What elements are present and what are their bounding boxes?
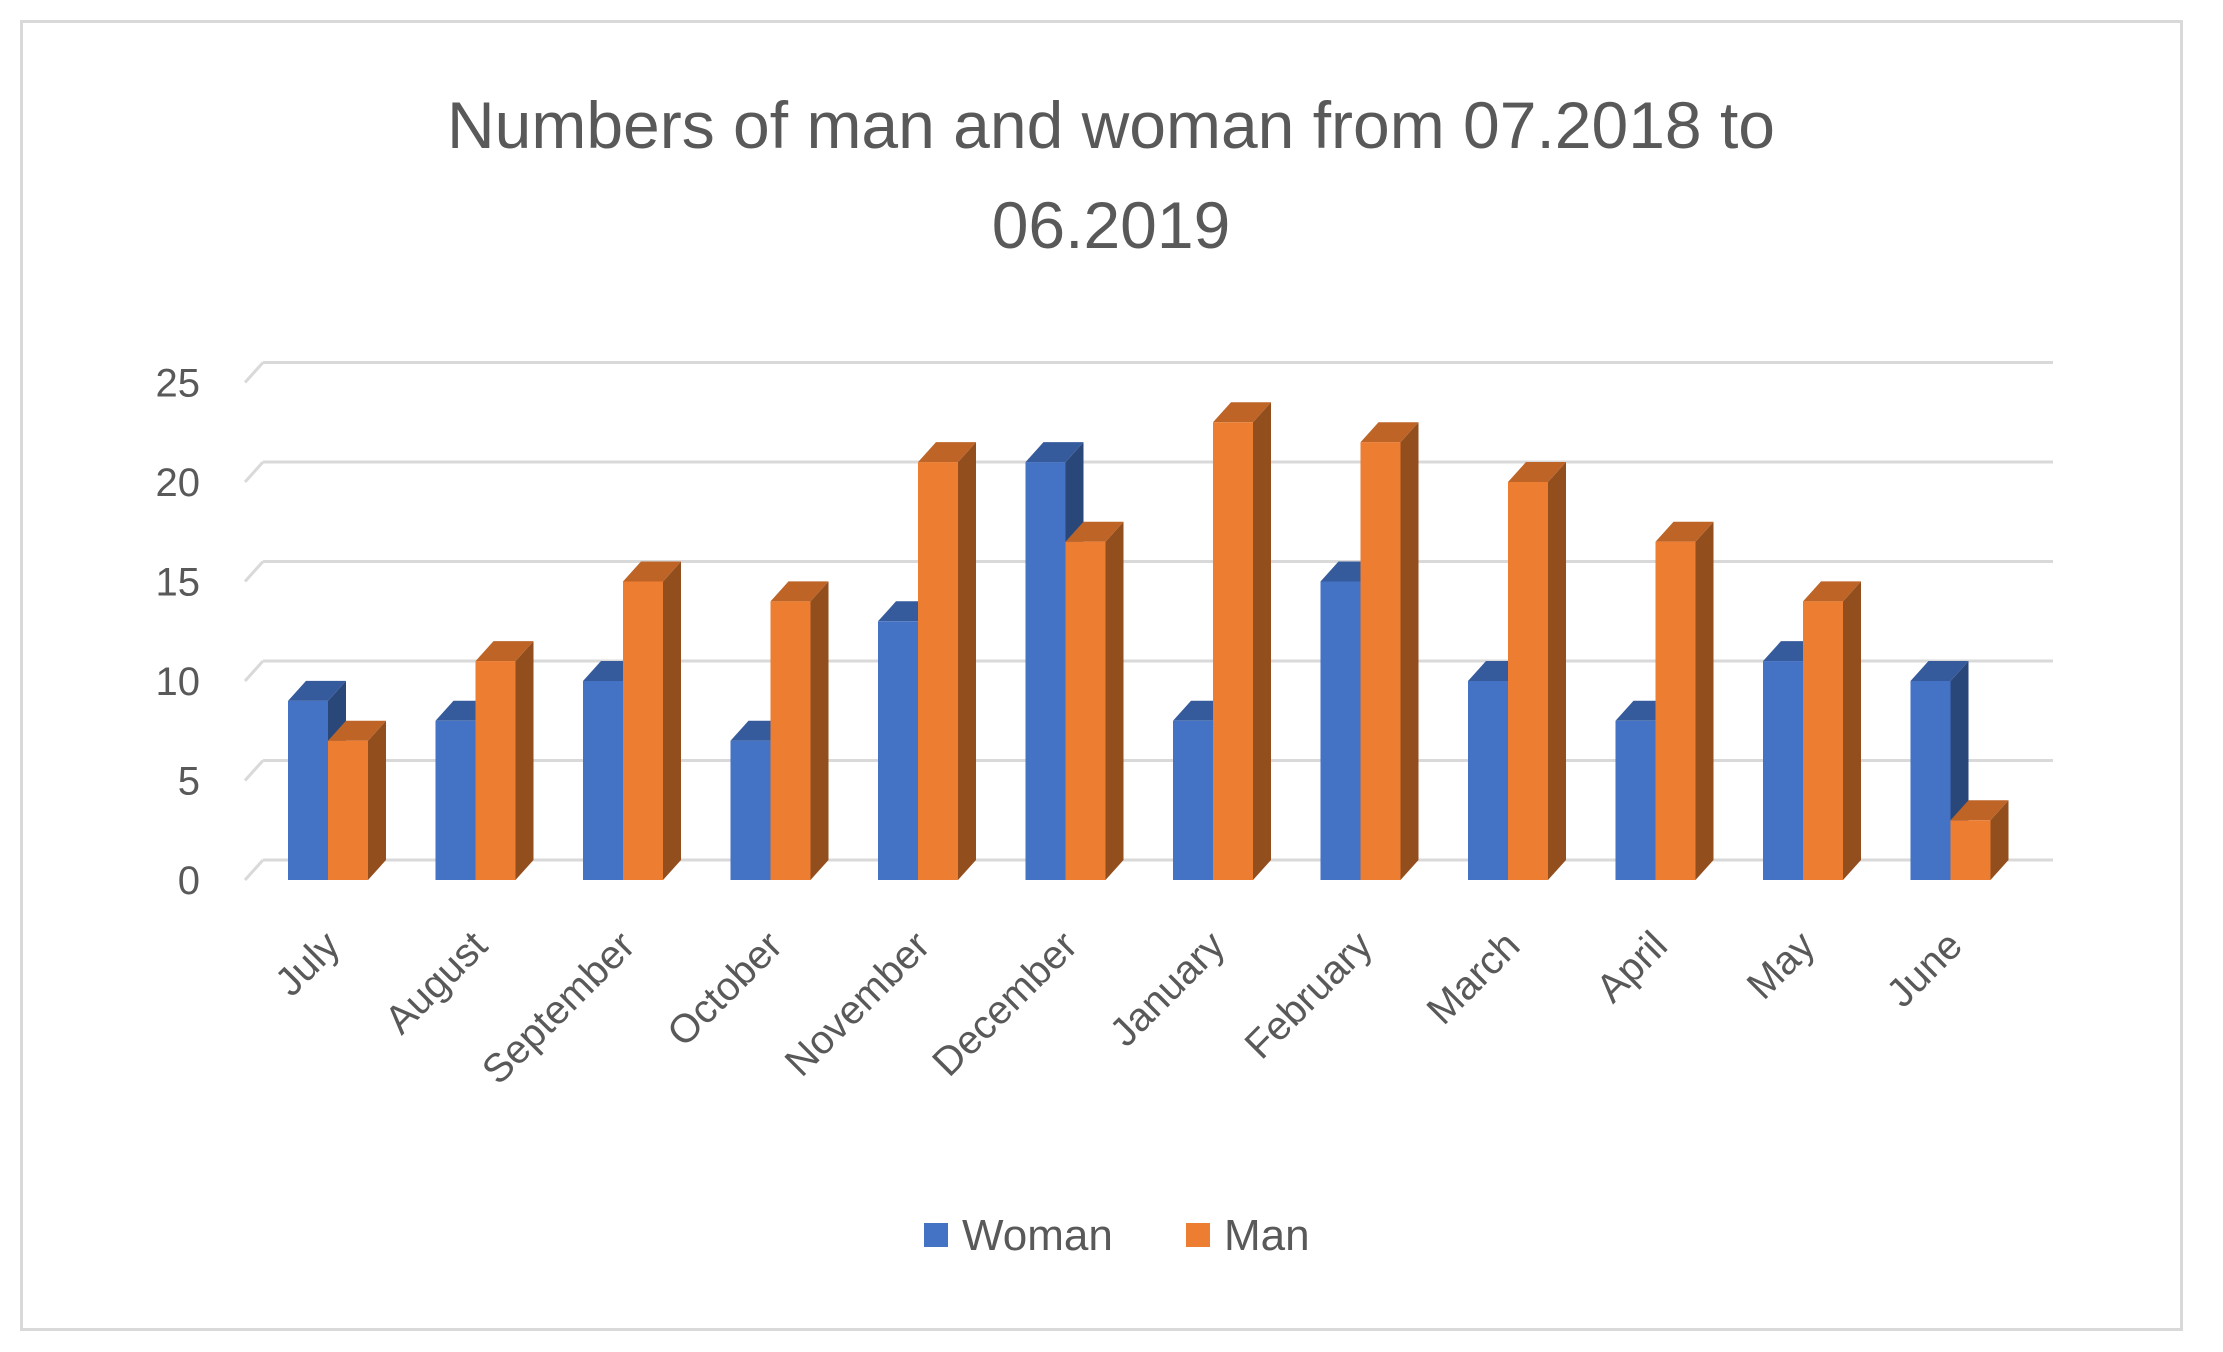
- x-category-label: October: [659, 923, 791, 1055]
- bar-man: [770, 581, 829, 880]
- x-category-label: December: [924, 923, 1086, 1085]
- bar-man: [1655, 521, 1714, 880]
- x-category-label: January: [1102, 923, 1234, 1055]
- legend-label-woman: Woman: [962, 1211, 1113, 1260]
- legend-label-man: Man: [1224, 1211, 1310, 1260]
- x-category-label: May: [1739, 923, 1824, 1008]
- legend: Woman Man: [924, 1211, 1310, 1260]
- chart-title-line-2: 06.2019: [992, 188, 1231, 262]
- legend-swatch-woman: [924, 1223, 948, 1247]
- x-category-label: February: [1237, 923, 1381, 1067]
- bar-man: [1065, 521, 1124, 880]
- y-tick-label: 15: [156, 561, 201, 605]
- gridline-depth: [243, 759, 265, 782]
- bar-man: [1213, 402, 1271, 880]
- bar-man: [328, 720, 386, 880]
- y-tick-label: 5: [178, 760, 200, 804]
- x-category-label: July: [267, 923, 348, 1004]
- bar-man: [1508, 462, 1566, 880]
- gridline-depth: [243, 560, 265, 583]
- gridlines: [243, 361, 2053, 882]
- x-category-label: September: [474, 923, 643, 1092]
- bar-man: [1803, 581, 1861, 880]
- bar-man: [475, 641, 534, 880]
- y-tick-label: 25: [156, 362, 201, 406]
- legend-swatch-man: [1186, 1223, 1210, 1247]
- gridline-depth: [243, 361, 265, 384]
- x-category-label: April: [1588, 923, 1676, 1011]
- x-category-label: November: [777, 923, 939, 1085]
- gridline-depth: [243, 858, 265, 882]
- bars: [288, 402, 2009, 880]
- x-category-label: August: [377, 923, 496, 1042]
- bar-man: [623, 561, 681, 880]
- gridline-depth: [243, 460, 265, 484]
- x-category-label: June: [1878, 923, 1970, 1015]
- chart-title-line-1: Numbers of man and woman from 07.2018 to: [447, 88, 1775, 162]
- y-tick-label: 20: [156, 461, 201, 505]
- x-category-label: March: [1419, 923, 1529, 1033]
- bar-man: [1950, 800, 2009, 880]
- bar-man: [1360, 422, 1419, 880]
- y-tick-label: 0: [178, 859, 200, 903]
- y-axis-ticks: 0 5 10 15 20 25: [156, 362, 201, 904]
- bar-man: [918, 442, 976, 880]
- gridline-depth: [243, 659, 265, 683]
- y-tick-label: 10: [156, 660, 201, 704]
